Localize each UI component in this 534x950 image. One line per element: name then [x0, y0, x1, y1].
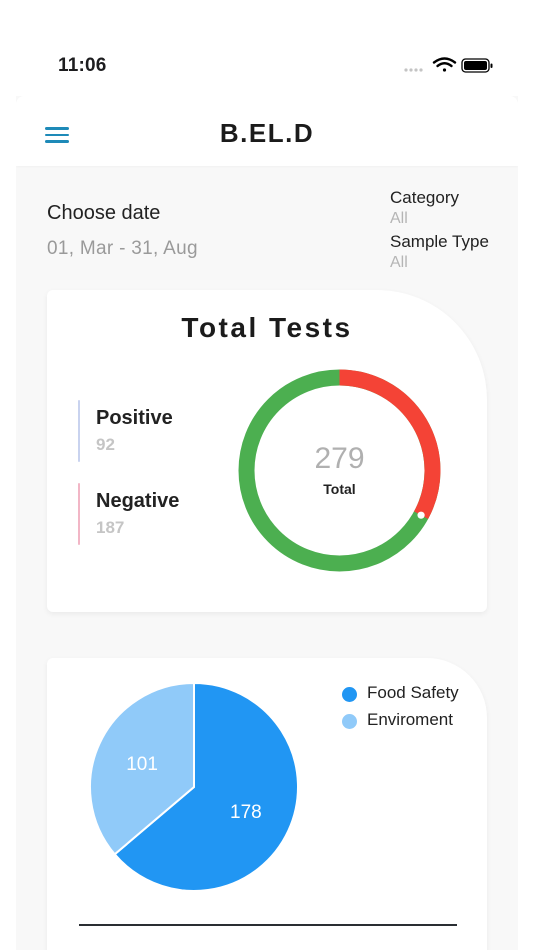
positive-label: Positive — [96, 407, 173, 429]
positive-legend: Positive 92 — [78, 400, 228, 462]
pie-slice-label: 178 — [230, 802, 262, 823]
total-tests-card: Total Tests Positive 92 Negative 187 279… — [47, 290, 487, 612]
negative-legend: Negative 187 — [78, 483, 228, 545]
status-time: 11:06 — [58, 55, 107, 76]
category-select[interactable]: All — [390, 210, 408, 227]
pie-legend: Food Safety Enviroment — [340, 682, 480, 736]
nav-bar: B.EL.D — [16, 96, 518, 166]
negative-count: 187 — [96, 518, 125, 537]
pie-legend-item[interactable]: Food Safety — [340, 682, 480, 709]
battery-icon — [461, 58, 493, 73]
total-value: 279 — [314, 442, 365, 475]
status-bar: 11:06 — [0, 0, 534, 96]
pie-slice-label: 101 — [126, 754, 158, 775]
sample-type-card: 178 101 Food Safety Enviroment — [47, 658, 487, 950]
pie-legend-label: Enviroment — [367, 710, 453, 729]
status-icons — [400, 56, 500, 76]
sample-type-pie-chart: 178 101 — [89, 682, 299, 892]
pie-slice-enviroment[interactable] — [89, 682, 195, 856]
app-title: B.EL.D — [219, 118, 315, 148]
donut-segment — [339, 369, 441, 520]
total-label: Total — [323, 481, 356, 497]
hamburger-menu-icon[interactable] — [41, 122, 73, 148]
app-frame: B.EL.D Choose date 01, Mar - 31, Aug Cat… — [16, 96, 518, 950]
positive-count: 92 — [96, 435, 115, 454]
category-label: Category — [390, 188, 459, 207]
divider — [79, 924, 457, 926]
total-tests-title: Total Tests — [181, 312, 353, 343]
sample-type-label: Sample Type — [390, 232, 489, 251]
date-range-picker[interactable]: 01, Mar - 31, Aug — [47, 238, 198, 259]
negative-legend-bar — [78, 483, 80, 545]
positive-legend-bar — [78, 400, 80, 462]
sample-type-select[interactable]: All — [390, 254, 408, 271]
pie-legend-label: Food Safety — [367, 683, 459, 702]
total-tests-donut — [238, 369, 441, 572]
wifi-icon — [432, 57, 457, 72]
pie-slice-food-safety[interactable] — [113, 682, 299, 892]
choose-date-label: Choose date — [47, 202, 161, 224]
negative-label: Negative — [96, 490, 180, 512]
legend-dot-icon — [342, 714, 357, 729]
legend-dot-icon — [342, 687, 357, 702]
pie-legend-item[interactable]: Enviroment — [340, 709, 480, 736]
donut-segment-handle[interactable] — [417, 511, 425, 519]
signal-dots-icon — [404, 68, 423, 72]
